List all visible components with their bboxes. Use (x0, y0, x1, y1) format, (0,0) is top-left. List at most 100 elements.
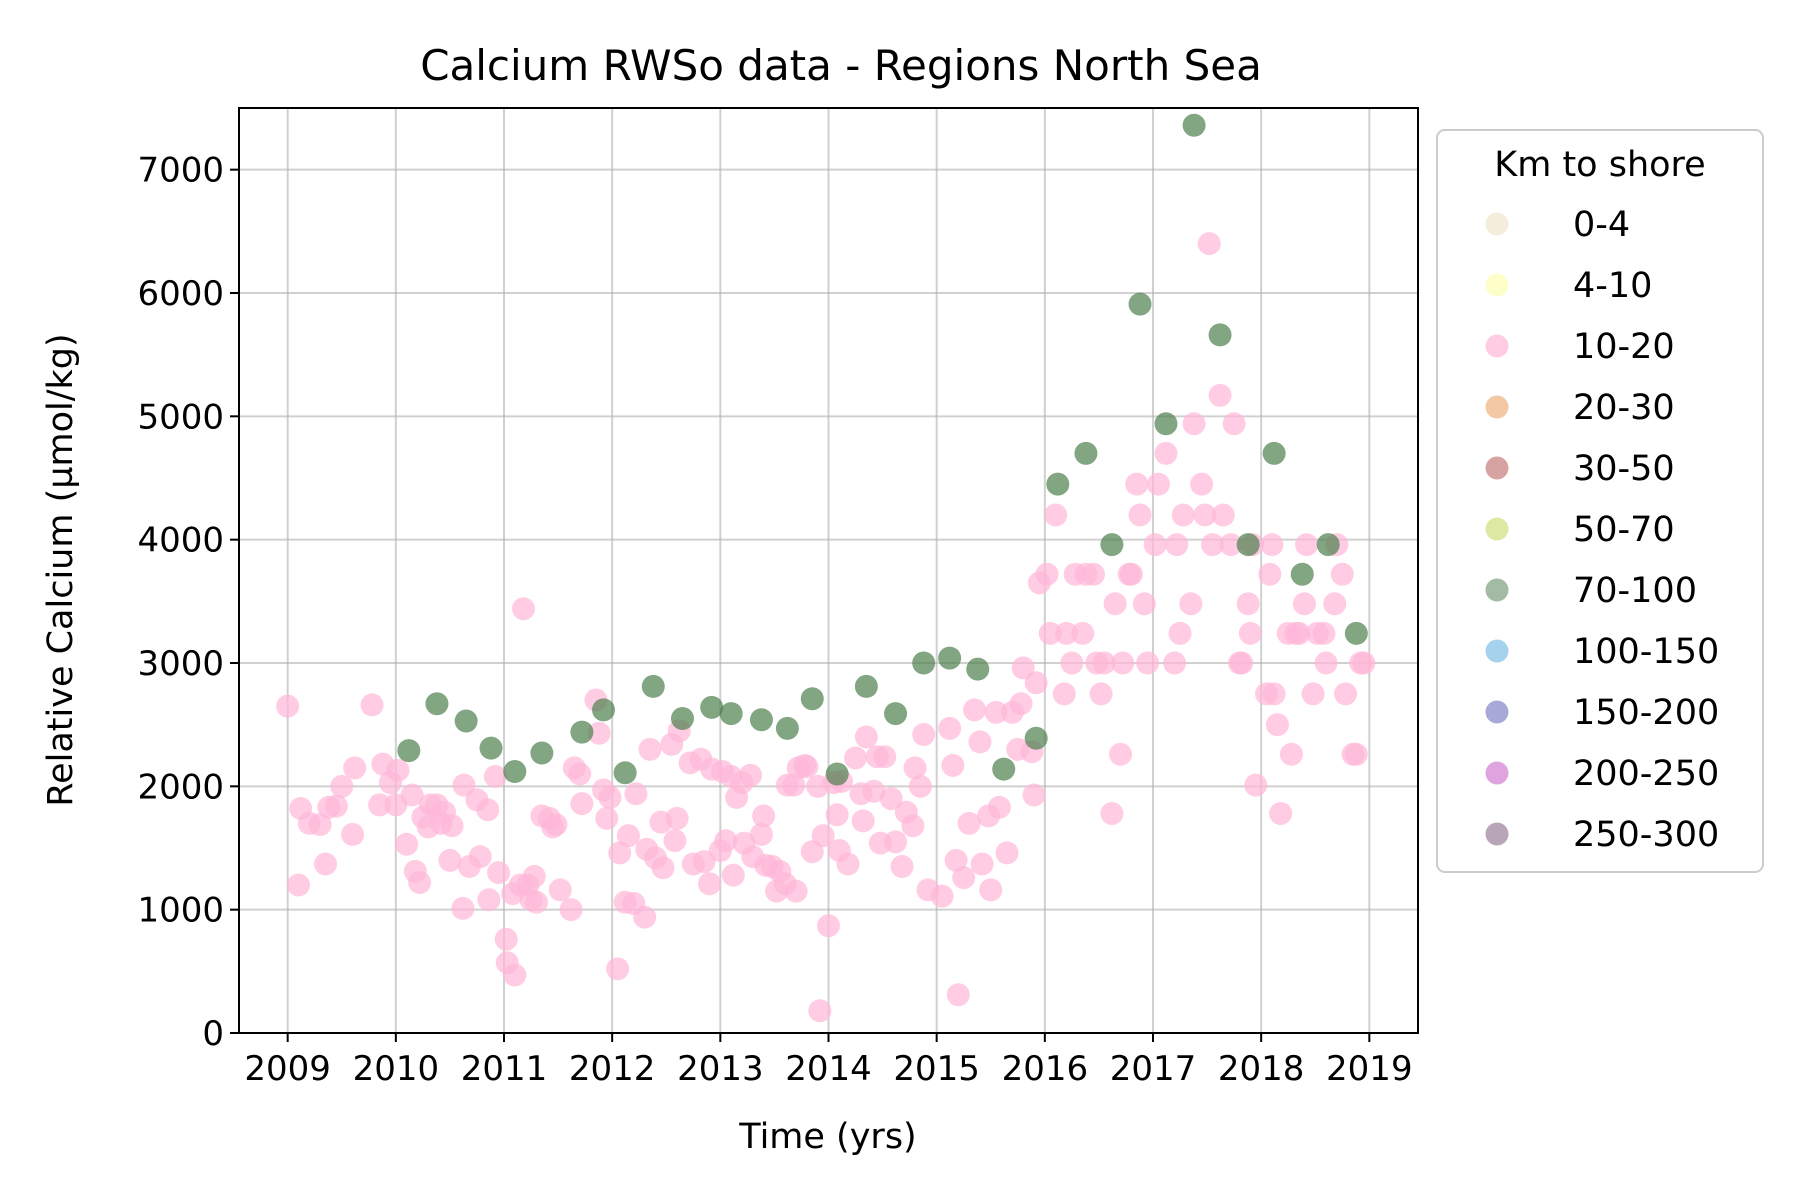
chart-title: Calcium RWSo data - Regions North Sea (420, 41, 1262, 90)
data-point (817, 914, 840, 938)
data-point (1200, 533, 1224, 557)
data-point (1292, 592, 1316, 616)
data-point (879, 787, 903, 811)
data-point (343, 756, 367, 780)
x-tick-label: 2019 (1326, 1049, 1413, 1089)
data-point (930, 884, 954, 908)
legend-label: 20-30 (1573, 388, 1675, 428)
data-point (1132, 592, 1156, 616)
data-point (1044, 503, 1068, 527)
data-point (483, 764, 507, 788)
data-point (1171, 503, 1195, 527)
data-point (944, 848, 968, 872)
data-point (592, 698, 616, 722)
data-point (530, 741, 554, 765)
data-point (1323, 592, 1347, 616)
data-point (440, 814, 464, 838)
data-point (1103, 592, 1127, 616)
y-tick-label: 0 (202, 1014, 224, 1054)
data-point (952, 866, 976, 890)
data-point (638, 737, 662, 761)
data-point (946, 983, 970, 1007)
data-point (608, 841, 632, 865)
legend-marker (1485, 273, 1509, 297)
data-point (1208, 383, 1232, 407)
data-point (1168, 621, 1192, 645)
x-axis-title: Time (yrs) (738, 1117, 916, 1157)
data-point (386, 758, 410, 782)
data-point (1046, 472, 1070, 496)
data-point (308, 813, 332, 837)
data-point (1352, 651, 1376, 675)
data-point (1182, 113, 1206, 137)
data-point (1136, 651, 1160, 675)
data-point (1024, 671, 1048, 695)
data-point (901, 814, 925, 838)
data-point (1154, 441, 1178, 465)
data-point (368, 793, 392, 817)
data-point (1258, 562, 1282, 586)
legend-marker (1485, 578, 1509, 602)
data-point (851, 809, 875, 833)
data-point (938, 646, 962, 670)
data-point (1074, 441, 1098, 465)
y-tick-label: 3000 (137, 644, 224, 684)
data-point (1128, 503, 1152, 527)
y-axis-title: Relative Calcium (µmol/kg) (41, 333, 81, 806)
x-tick-label: 2018 (1218, 1049, 1305, 1089)
data-point (1146, 472, 1170, 496)
legend-marker (1485, 517, 1509, 541)
data-point (454, 709, 478, 733)
x-tick-label: 2014 (785, 1049, 872, 1089)
legend: Km to shore 0-4 4-10 10-20 20-30 30-50 50-70 7… (1436, 129, 1764, 873)
data-point (873, 745, 897, 769)
data-point (749, 708, 773, 732)
legend-label: 200-250 (1573, 754, 1719, 794)
data-point (1109, 742, 1133, 766)
data-point (811, 824, 835, 848)
data-point (692, 850, 716, 874)
data-point (1190, 472, 1214, 496)
data-point (912, 723, 936, 747)
data-point (800, 687, 824, 711)
data-point (1011, 656, 1035, 680)
y-tick-label: 6000 (137, 274, 224, 314)
data-point (912, 651, 936, 675)
data-point (970, 852, 994, 876)
data-point (487, 861, 511, 885)
data-point (1163, 651, 1187, 675)
x-tick-label: 2016 (1002, 1049, 1089, 1089)
legend-label: 4-10 (1573, 266, 1652, 306)
legend-entries: 0-4 4-10 10-20 20-30 30-50 50-70 70-100 100-150… (1485, 205, 1719, 855)
y-tick-label: 7000 (137, 151, 224, 191)
data-point (598, 785, 622, 809)
legend-label: 10-20 (1573, 327, 1675, 367)
data-point (1334, 682, 1358, 706)
data-point (1092, 651, 1116, 675)
x-tick-label: 2011 (461, 1049, 548, 1089)
data-point (698, 872, 722, 896)
legend-title: Km to shore (1494, 145, 1705, 185)
data-point (616, 824, 640, 848)
data-point (1038, 621, 1062, 645)
data-point (1244, 773, 1268, 797)
data-point (670, 707, 694, 730)
data-point (903, 756, 927, 780)
data-point (739, 763, 763, 787)
data-point (992, 757, 1016, 781)
data-point (570, 792, 594, 816)
data-point (570, 720, 594, 744)
data-point (613, 761, 637, 785)
data-point (641, 674, 665, 698)
data-point (503, 760, 527, 784)
data-point (1211, 503, 1235, 527)
data-point (1054, 621, 1078, 645)
data-point (1071, 621, 1095, 645)
data-point (719, 702, 743, 726)
legend-label: 70-100 (1573, 571, 1697, 611)
data-point (941, 753, 965, 777)
legend-label: 150-200 (1573, 693, 1719, 733)
legend-marker (1485, 822, 1509, 846)
data-point (494, 927, 518, 951)
data-point (995, 841, 1019, 865)
